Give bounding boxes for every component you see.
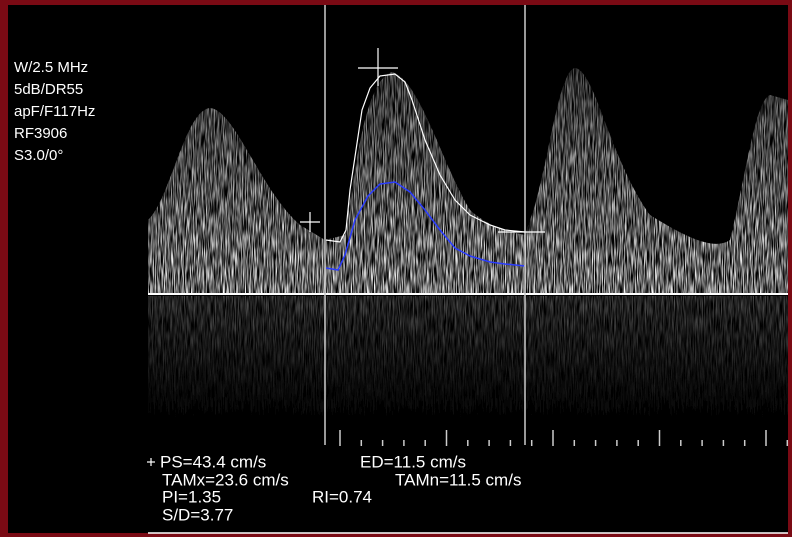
setting: S3.0/0° [14, 147, 63, 164]
doppler-screen: W/2.5 MHz 5dB/DR55 apF/F117Hz RF3906 S3.… [0, 0, 792, 537]
measurement: PI=1.35 [162, 487, 221, 506]
setting: apF/F117Hz [14, 103, 95, 120]
measurement: PS=43.4 cm/s [160, 452, 266, 471]
measurement: ED=11.5 cm/s [360, 452, 466, 471]
setting: W/2.5 MHz [14, 59, 88, 76]
measurement: RI=0.74 [312, 487, 372, 506]
setting: RF3906 [14, 125, 67, 142]
measurement: S/D=3.77 [162, 505, 233, 524]
measurement: TAMn=11.5 cm/s [395, 470, 521, 489]
page: {"settings": ["W/2.5 MHz", "5dB/DR55", "… [0, 0, 792, 537]
setting: 5dB/DR55 [14, 81, 83, 98]
